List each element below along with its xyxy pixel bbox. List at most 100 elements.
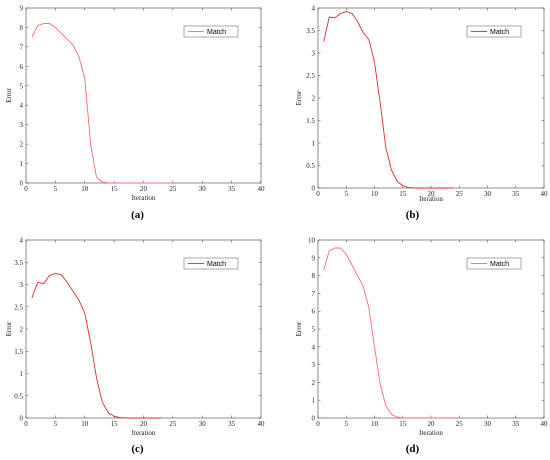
x-tick-label: 30	[484, 420, 492, 428]
x-tick-label: 15	[111, 420, 119, 428]
x-tick-label: 5	[345, 190, 349, 198]
y-tick-label: 0	[312, 185, 316, 193]
x-tick-label: 10	[81, 420, 89, 428]
series-line-match	[323, 11, 454, 189]
legend-box	[183, 25, 239, 38]
y-tick-label: 2	[312, 95, 316, 103]
y-tick-label: 1.5	[306, 117, 315, 125]
x-axis-label: Iteration	[132, 429, 156, 437]
y-tick-label: 6	[312, 308, 316, 316]
x-tick-label: 15	[399, 190, 407, 198]
caption-b: (b)	[405, 209, 420, 221]
y-tick-label: 3	[312, 361, 316, 369]
y-tick-label: 1	[20, 160, 24, 168]
y-tick-label: 5	[20, 82, 24, 90]
x-tick-label: 40	[258, 420, 266, 428]
y-tick-label: 0.5	[14, 392, 23, 400]
x-tick-label: 5	[345, 420, 349, 428]
x-tick-label: 35	[228, 185, 236, 193]
plot-area	[317, 7, 545, 189]
x-tick-label: 10	[371, 190, 379, 198]
y-tick-label: 0	[312, 415, 316, 423]
x-tick-label: 25	[169, 185, 177, 193]
caption-c: (c)	[131, 443, 144, 455]
x-tick-label: 0	[316, 420, 320, 428]
y-tick-label: 3.5	[14, 259, 23, 267]
x-tick-label: 25	[169, 420, 177, 428]
x-tick-label: 15	[399, 420, 407, 428]
x-tick-label: 25	[456, 420, 464, 428]
y-tick-label: 8	[312, 272, 316, 280]
y-tick-label: 1	[312, 140, 316, 148]
y-tick-label: 0	[20, 180, 24, 188]
x-tick-label: 0	[316, 190, 320, 198]
caption-a: (a)	[131, 209, 144, 221]
legend-label: Match	[207, 29, 226, 36]
y-tick-label: 7	[20, 43, 24, 51]
x-tick-label: 20	[140, 185, 148, 193]
y-axis-label: Error	[5, 321, 13, 336]
x-tick-label: 15	[111, 185, 119, 193]
x-tick-label: 35	[512, 190, 520, 198]
y-tick-label: 2.5	[306, 72, 315, 80]
y-tick-label: 4	[312, 343, 316, 351]
y-tick-label: 2.5	[14, 303, 23, 311]
x-tick-label: 40	[541, 420, 549, 428]
y-tick-label: 1	[312, 397, 316, 405]
chart-a: 0 5 10 15 20 25 30 35 40 0 1 2 3 4 5 6 7 8 9 Iteration Error…	[5, 5, 266, 203]
y-tick-label: 6	[20, 63, 24, 71]
y-tick-label: 5	[312, 326, 316, 334]
y-axis-label: Error	[295, 321, 303, 336]
legend-box	[466, 257, 522, 270]
y-tick-label: 3	[312, 50, 316, 58]
legend-box	[466, 25, 522, 38]
x-tick-label: 0	[24, 185, 28, 193]
y-tick-label: 3	[20, 281, 24, 289]
x-tick-label: 10	[371, 420, 379, 428]
chart-c: 0 5 10 15 20 25 30 35 40 0 0.5 1 1.5 2 2.5 3 3.5 4 Iterati…	[5, 237, 266, 438]
chart-b: 0 5 10 15 20 25 30 35 40 0 0.5 1 1.5 2 2.5 3 3.5 4 Iterati…	[295, 5, 549, 204]
x-tick-label: 30	[199, 420, 207, 428]
x-tick-label: 10	[81, 185, 89, 193]
x-tick-label: 30	[199, 185, 207, 193]
y-tick-label: 9	[20, 5, 24, 13]
chart-panel-a: 0 5 10 15 20 25 30 35 40 0 1 2 3 4 5 6 7 8 9 Iteration Error…	[0, 0, 275, 230]
plot-area	[25, 239, 262, 419]
x-tick-label: 25	[456, 190, 464, 198]
x-axis-label: Iteration	[419, 429, 443, 437]
x-tick-label: 40	[541, 190, 549, 198]
chart-panel-b: 0 5 10 15 20 25 30 35 40 0 0.5 1 1.5 2 2.5 3 3.5 4 Iterati…	[275, 0, 550, 230]
x-tick-label: 5	[54, 185, 58, 193]
x-tick-label: 20	[428, 420, 436, 428]
x-tick-label: 35	[228, 420, 236, 428]
x-tick-label: 35	[512, 420, 520, 428]
y-axis-label: Error	[295, 90, 303, 105]
legend-box	[183, 257, 239, 270]
y-tick-label: 3	[20, 121, 24, 129]
chart-d: 0 5 10 15 20 25 30 35 40 0 1 2 3 4 5 6 7 8 9 10 Iteration Err…	[295, 237, 549, 438]
x-tick-label: 30	[484, 190, 492, 198]
chart-panel-c: 0 5 10 15 20 25 30 35 40 0 0.5 1 1.5 2 2.5 3 3.5 4 Iterati…	[0, 230, 275, 460]
legend-label: Match	[490, 29, 509, 36]
x-tick-label: 0	[24, 420, 28, 428]
y-tick-label: 0.5	[306, 162, 315, 170]
x-tick-label: 20	[140, 420, 148, 428]
y-tick-label: 3.5	[306, 27, 315, 35]
y-axis-label: Error	[5, 87, 13, 102]
y-tick-label: 4	[20, 237, 24, 245]
x-tick-label: 5	[54, 420, 58, 428]
y-tick-label: 4	[312, 5, 316, 13]
y-tick-label: 1	[20, 370, 24, 378]
x-tick-label: 40	[258, 185, 266, 193]
y-tick-label: 7	[312, 290, 316, 298]
y-tick-label: 2	[20, 141, 24, 149]
caption-d: (d)	[405, 443, 420, 455]
y-tick-label: 1.5	[14, 348, 23, 356]
y-tick-label: 10	[308, 237, 316, 245]
y-tick-label: 2	[312, 379, 316, 387]
legend-label: Match	[490, 261, 509, 268]
y-tick-label: 4	[20, 102, 24, 110]
y-tick-label: 2	[20, 326, 24, 334]
chart-panel-d: 0 5 10 15 20 25 30 35 40 0 1 2 3 4 5 6 7 8 9 10 Iteration Err…	[275, 230, 550, 460]
x-tick-label: 20	[428, 190, 436, 198]
